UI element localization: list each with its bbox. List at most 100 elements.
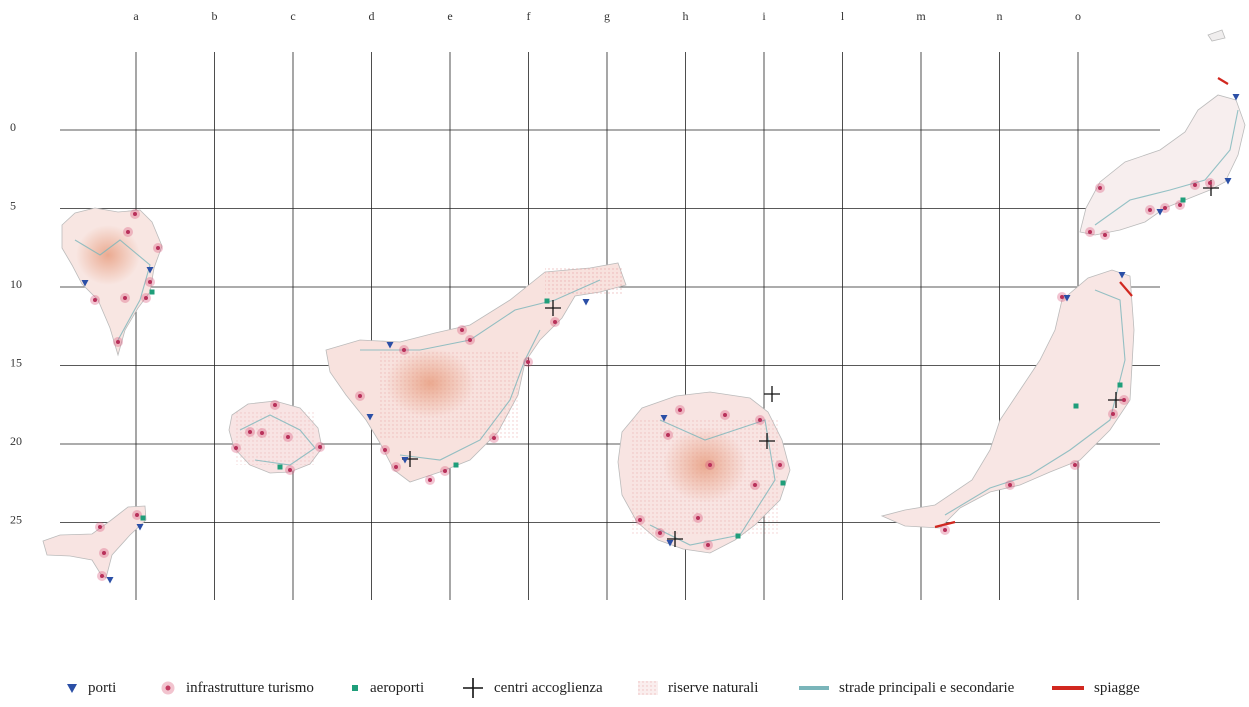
tourism-marker <box>1119 395 1129 405</box>
port-marker <box>1063 295 1071 302</box>
tourism-marker <box>141 293 151 303</box>
airport-marker <box>277 464 283 470</box>
airport-marker <box>735 533 741 539</box>
tourism-markers <box>90 178 1215 581</box>
port-marker <box>146 267 154 274</box>
grid-row-label: 0 <box>10 120 16 134</box>
grid-row-label: 5 <box>10 199 16 213</box>
island-fuerteventura <box>880 269 1135 529</box>
tourism-marker <box>425 475 435 485</box>
legend-airports: aeroporti <box>350 676 424 700</box>
airport-marker <box>140 515 146 521</box>
tourism-marker <box>1005 480 1015 490</box>
la-gomera-reserve <box>235 410 315 465</box>
tourism-marker <box>523 357 533 367</box>
tourism-marker <box>90 295 100 305</box>
airport-marker <box>544 298 550 304</box>
port-marker <box>401 457 409 464</box>
tourism-marker <box>1205 178 1215 188</box>
line-icon <box>1052 686 1084 690</box>
la-palma-relief <box>76 225 140 285</box>
grid-column-label: g <box>604 9 610 23</box>
legend-ports-label: porti <box>88 679 117 696</box>
triangle-down-icon <box>67 684 77 693</box>
port-marker <box>666 540 674 547</box>
port-marker <box>136 524 144 531</box>
tourism-marker <box>465 335 475 345</box>
port-marker <box>106 577 114 584</box>
tourism-marker <box>720 410 730 420</box>
grid-lines <box>60 52 1160 600</box>
grid-column-label: a <box>133 9 139 23</box>
airport-marker <box>780 480 786 486</box>
tourism-marker <box>231 443 241 453</box>
grid-column-label: o <box>1075 9 1081 23</box>
grid-column-label: d <box>369 9 375 23</box>
tourism-marker <box>355 391 365 401</box>
port-marker <box>1118 272 1126 279</box>
grid-column-label: e <box>447 9 452 23</box>
tourism-marker <box>283 432 293 442</box>
grid-column-label: h <box>683 9 689 23</box>
tourism-marker <box>1145 205 1155 215</box>
gran-canaria-relief <box>663 427 747 503</box>
tourism-marker <box>755 415 765 425</box>
port-marker <box>582 299 590 306</box>
tourism-marker <box>391 462 401 472</box>
port-marker <box>1156 209 1164 216</box>
legend-roads-label: strade principali e secondarie <box>839 679 1015 696</box>
tourism-marker <box>1100 230 1110 240</box>
tourism-marker <box>1108 409 1118 419</box>
tourism-marker <box>675 405 685 415</box>
legend-reception: centri accoglienza <box>462 676 603 700</box>
tourism-marker <box>663 430 673 440</box>
tourism-marker <box>315 442 325 452</box>
tourism-marker <box>399 345 409 355</box>
tourism-marker <box>1085 227 1095 237</box>
legend-beaches: spiagge <box>1052 676 1140 700</box>
tourism-marker <box>99 548 109 558</box>
grid-column-label: f <box>527 9 531 23</box>
tourism-marker <box>95 522 105 532</box>
beaches <box>934 77 1229 529</box>
grid-column-label: l <box>841 9 845 23</box>
island-lanzarote <box>1079 94 1246 236</box>
grid-column-label: n <box>997 9 1003 23</box>
legend-reserves-label: riserve naturali <box>668 679 759 696</box>
tourism-marker <box>693 513 703 523</box>
legend-tourism: infrastrutture turismo <box>160 676 314 700</box>
grid-column-label: c <box>290 9 295 23</box>
legend-roads: strade principali e secondarie <box>799 676 1014 700</box>
ring-dot-icon <box>161 681 175 695</box>
tourism-marker <box>635 515 645 525</box>
tourism-marker <box>123 227 133 237</box>
tourism-marker <box>1057 292 1067 302</box>
tourism-marker <box>550 317 560 327</box>
tourism-marker <box>1190 180 1200 190</box>
tourism-marker <box>270 400 280 410</box>
anaga-reserve <box>545 268 623 294</box>
tourism-marker <box>132 510 142 520</box>
tourism-marker <box>440 466 450 476</box>
grid-row-label: 10 <box>10 277 22 291</box>
grid-labels: a b c d e f g h i l m n o 0 5 10 15 20 25 <box>10 9 1081 527</box>
airport-markers <box>140 197 1186 539</box>
legend-tourism-label: infrastrutture turismo <box>186 679 314 696</box>
legend: porti infrastrutture turismo aeroporti c… <box>0 676 1249 704</box>
tourism-marker <box>120 293 130 303</box>
tourism-marker <box>655 528 665 538</box>
grid-column-label: m <box>916 9 926 23</box>
canary-islands-map: a b c d e f g h i l m n o 0 5 10 15 20 25 <box>10 9 1246 600</box>
roads <box>74 109 1239 546</box>
airport-marker <box>453 462 459 468</box>
tourism-marker <box>285 465 295 475</box>
tourism-marker <box>705 460 715 470</box>
tourism-marker <box>1070 460 1080 470</box>
tourism-marker <box>380 445 390 455</box>
grid-row-label: 25 <box>10 513 22 527</box>
airport-marker <box>1117 382 1123 388</box>
stipple-icon <box>638 681 658 695</box>
port-marker <box>1224 178 1232 185</box>
grid-row-label: 20 <box>10 434 22 448</box>
port-marker <box>660 415 668 422</box>
